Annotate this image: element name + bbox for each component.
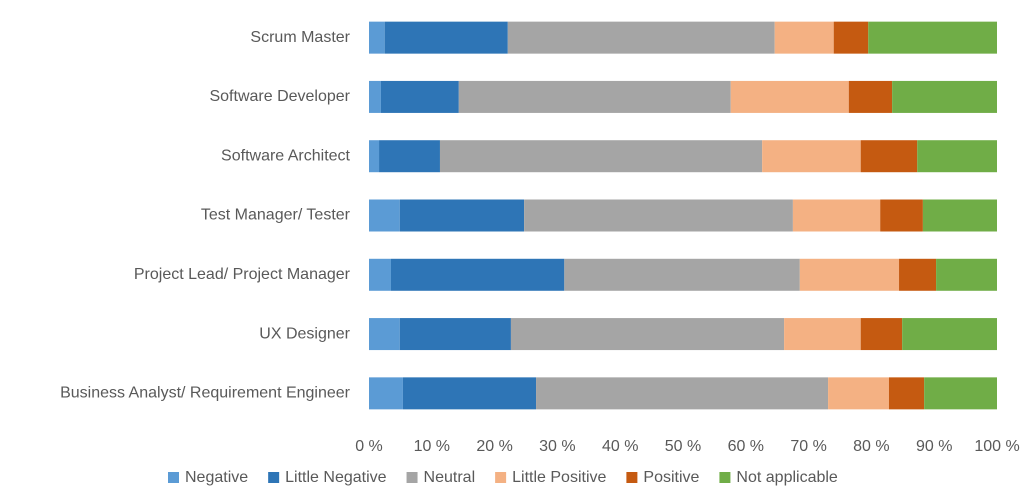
bar-segment bbox=[833, 21, 869, 54]
bar-segment bbox=[369, 199, 400, 232]
bar-segment bbox=[922, 199, 997, 232]
bar-segment bbox=[848, 80, 893, 113]
bar-segment bbox=[507, 21, 775, 54]
bar-segment bbox=[384, 21, 508, 54]
y-tick-label: Project Lead/ Project Manager bbox=[134, 266, 351, 283]
x-tick-label: 40 % bbox=[602, 438, 638, 455]
bar-segment bbox=[888, 377, 925, 410]
bar-segment bbox=[792, 199, 881, 232]
legend-label: Neutral bbox=[424, 469, 476, 486]
bar-segment bbox=[828, 377, 889, 410]
bar-segment bbox=[524, 199, 793, 232]
bar-segment bbox=[369, 258, 391, 291]
x-tick-label: 10 % bbox=[414, 438, 450, 455]
bar-segment bbox=[936, 258, 997, 291]
bar-segment bbox=[564, 258, 800, 291]
bar-segment bbox=[399, 318, 511, 351]
bar-segment bbox=[369, 318, 400, 351]
legend-swatch bbox=[495, 472, 507, 483]
x-tick-label: 30 % bbox=[539, 438, 575, 455]
bar-segment bbox=[762, 140, 861, 173]
bar-segment bbox=[536, 377, 829, 410]
x-tick-label: 50 % bbox=[665, 438, 701, 455]
bar-segment bbox=[369, 140, 380, 173]
bar-segment bbox=[399, 199, 525, 232]
bar-segment bbox=[892, 80, 997, 113]
bar-segment bbox=[902, 318, 997, 351]
legend-label: Little Negative bbox=[285, 469, 386, 486]
legend-label: Little Positive bbox=[512, 469, 606, 486]
x-tick-label: 60 % bbox=[728, 438, 764, 455]
x-tick-label: 70 % bbox=[790, 438, 826, 455]
bar-segment bbox=[917, 140, 997, 173]
y-tick-label: Software Architect bbox=[221, 147, 351, 164]
bar-segment bbox=[402, 377, 537, 410]
y-tick-label: UX Designer bbox=[259, 325, 350, 342]
bar-segment bbox=[899, 258, 937, 291]
bar-segment bbox=[860, 318, 903, 351]
bar-segment bbox=[510, 318, 785, 351]
legend-label: Positive bbox=[643, 469, 699, 486]
bar-segment bbox=[730, 80, 849, 113]
bar-segment bbox=[390, 258, 565, 291]
y-tick-label: Business Analyst/ Requirement Engineer bbox=[60, 385, 351, 402]
bar-segment bbox=[369, 21, 385, 54]
bar-segment bbox=[369, 80, 381, 113]
x-tick-label: 100 % bbox=[974, 438, 1019, 455]
bar-segment bbox=[379, 140, 440, 173]
legend-swatch bbox=[168, 472, 179, 483]
legend-swatch bbox=[626, 472, 638, 483]
legend-label: Negative bbox=[185, 469, 248, 486]
y-tick-label: Software Developer bbox=[209, 88, 350, 105]
bar-segment bbox=[439, 140, 763, 173]
bar-segment bbox=[369, 377, 403, 410]
legend-swatch bbox=[719, 472, 731, 483]
x-tick-label: 0 % bbox=[355, 438, 383, 455]
y-tick-label: Scrum Master bbox=[250, 29, 350, 46]
bar-segment bbox=[774, 21, 834, 54]
y-tick-label: Test Manager/ Tester bbox=[201, 207, 351, 224]
bar-segment bbox=[799, 258, 900, 291]
x-tick-label: 20 % bbox=[476, 438, 512, 455]
x-tick-label: 90 % bbox=[916, 438, 952, 455]
bar-segment bbox=[860, 140, 918, 173]
bar-segment bbox=[458, 80, 731, 113]
legend-label: Not applicable bbox=[736, 469, 838, 486]
bar-segment bbox=[784, 318, 861, 351]
bar-segment bbox=[868, 21, 997, 54]
x-tick-label: 80 % bbox=[853, 438, 889, 455]
bar-segment bbox=[924, 377, 997, 410]
legend-swatch bbox=[406, 472, 418, 483]
bar-segment bbox=[880, 199, 923, 232]
bar-segment bbox=[380, 80, 459, 113]
legend-swatch bbox=[268, 472, 280, 483]
